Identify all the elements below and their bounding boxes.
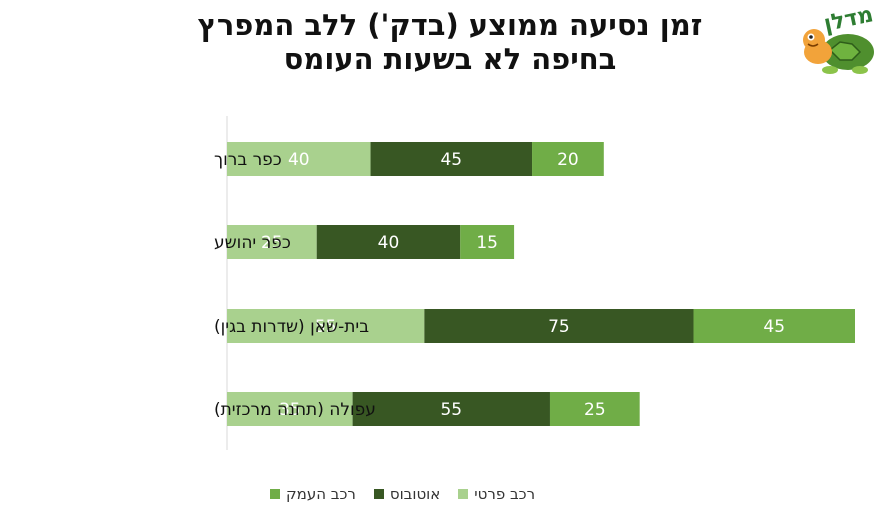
- bar-segment: [352, 392, 550, 426]
- data-label: 40: [288, 150, 310, 170]
- bar-segment: [227, 309, 425, 343]
- data-label: 15: [476, 233, 498, 253]
- bar-segment: [424, 309, 694, 343]
- data-label: 45: [763, 317, 785, 337]
- bar-segment: [693, 309, 855, 343]
- data-label: 45: [440, 150, 462, 170]
- bar-segment: [460, 225, 515, 259]
- data-label: 35: [279, 400, 301, 420]
- legend-item: רכב העמק: [270, 485, 356, 503]
- data-label: 25: [584, 400, 606, 420]
- bar-segment: [549, 392, 640, 426]
- legend-label: אוטובוס: [389, 485, 441, 503]
- category-label: כפר יהושע: [214, 233, 291, 253]
- legend: רכב פרטי אוטובוס רכב העמק: [270, 485, 535, 503]
- legend-label: רכב פרטי: [474, 485, 536, 503]
- bars-group: 40 45 20 25 40 15 55 75 45 35 55 25: [227, 142, 855, 426]
- turtle-logo-icon: מדלן: [803, 2, 876, 74]
- bar-segment: [532, 142, 604, 176]
- legend-swatch: [458, 489, 469, 499]
- data-label: 55: [315, 317, 337, 337]
- bar-segment: [227, 142, 371, 176]
- category-label: כפר ברוך: [214, 150, 282, 170]
- data-label: 55: [440, 400, 462, 420]
- chart-title-line1: זמן נסיעה ממוצע (בדק') ללב המפרץ: [197, 8, 703, 42]
- bar-segment: [316, 225, 461, 259]
- bar-segment: [227, 225, 317, 259]
- bar-segment: [370, 142, 533, 176]
- legend-item: אוטובוס: [373, 485, 441, 503]
- legend-item: רכב פרטי: [458, 485, 535, 503]
- chart-title: זמן נסיעה ממוצע (בדק') ללב המפרץ בחיפה ל…: [120, 8, 780, 76]
- category-label: בית-שאן (שדרות בגין): [214, 317, 369, 337]
- data-label: 20: [557, 150, 579, 170]
- chart-title-line2: בחיפה לא בשעות העומס: [283, 42, 617, 76]
- legend-label: רכב העמק: [286, 485, 356, 503]
- category-labels: כפר ברוך כפר יהושע בית-שאן (שדרות בגין) עפו…: [214, 150, 376, 420]
- legend-swatch: [270, 489, 280, 499]
- legend-swatch: [373, 489, 384, 499]
- data-label: 40: [378, 233, 400, 253]
- data-label: 75: [548, 317, 570, 337]
- data-label: 25: [261, 233, 283, 253]
- category-label: עפולה (תחנה מרכזית): [214, 400, 376, 420]
- bar-segment: [227, 392, 353, 426]
